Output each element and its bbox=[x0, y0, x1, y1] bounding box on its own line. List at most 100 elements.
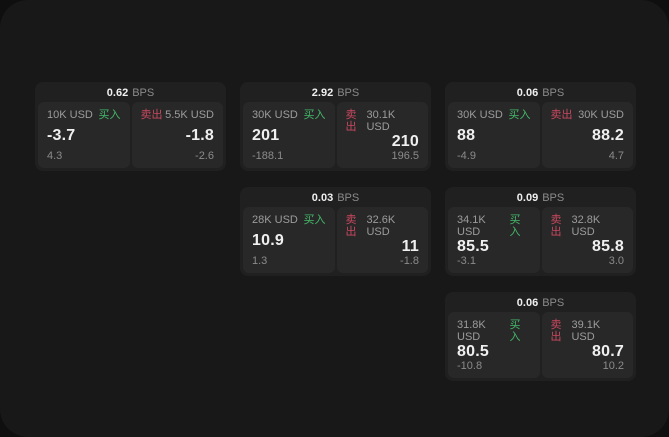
quote-card: 0.09 BPS 34.1K USD 买入 85.5 -3.1 卖出 32.8K… bbox=[445, 187, 636, 276]
quote-card: 0.03 BPS 28K USD 买入 10.9 1.3 卖出 32.6K US… bbox=[240, 187, 431, 276]
buy-label: 买入 bbox=[509, 319, 521, 343]
sell-panel-top: 卖出 5.5K USD bbox=[141, 109, 215, 121]
sell-label: 卖出 bbox=[550, 319, 562, 343]
buy-delta: -188.1 bbox=[252, 150, 284, 162]
quote-card: 2.92 BPS 30K USD 买入 201 -188.1 卖出 30.1K … bbox=[240, 82, 431, 171]
buy-panel[interactable]: 10K USD 买入 -3.7 4.3 bbox=[38, 102, 130, 168]
sell-panel-top: 卖出 32.6K USD bbox=[346, 214, 420, 238]
sell-amount: 32.6K USD bbox=[366, 214, 396, 238]
spread-value: 0.06 bbox=[516, 297, 539, 309]
spread-value: 2.92 bbox=[311, 87, 334, 99]
buy-panel-top: 30K USD 买入 bbox=[457, 109, 531, 121]
buy-delta: -3.1 bbox=[457, 255, 476, 267]
buy-label: 买入 bbox=[303, 214, 326, 226]
spread-unit-label: BPS bbox=[542, 87, 565, 99]
sell-delta: 4.7 bbox=[608, 150, 624, 162]
sell-label: 卖出 bbox=[345, 214, 357, 238]
spread-header: 0.06 BPS bbox=[448, 85, 633, 102]
quote-cards-grid: 0.62 BPS 10K USD 买入 -3.7 4.3 卖出 5.5K USD… bbox=[35, 82, 636, 381]
sell-delta: -1.8 bbox=[400, 255, 419, 267]
buy-label: 买入 bbox=[98, 109, 121, 121]
sell-amount: 39.1K USD bbox=[571, 319, 601, 343]
buy-panel[interactable]: 30K USD 买入 88 -4.9 bbox=[448, 102, 540, 168]
spread-value: 0.09 bbox=[516, 192, 539, 204]
buy-price: 201 bbox=[252, 127, 280, 144]
spread-value: 0.03 bbox=[311, 192, 334, 204]
sell-label: 卖出 bbox=[345, 109, 357, 133]
buy-amount: 10K USD bbox=[47, 109, 93, 121]
spread-unit-label: BPS bbox=[542, 297, 565, 309]
sell-label: 卖出 bbox=[140, 109, 163, 121]
sell-panel[interactable]: 卖出 32.6K USD 11 -1.8 bbox=[336, 207, 428, 273]
buy-amount: 31.8K USD bbox=[457, 319, 486, 343]
sell-price: 85.8 bbox=[592, 238, 624, 255]
buy-panel[interactable]: 34.1K USD 买入 85.5 -3.1 bbox=[448, 207, 540, 273]
buy-amount: 34.1K USD bbox=[457, 214, 486, 238]
buy-price: 85.5 bbox=[457, 238, 489, 255]
sell-panel[interactable]: 卖出 30K USD 88.2 4.7 bbox=[541, 102, 633, 168]
buy-panel[interactable]: 28K USD 买入 10.9 1.3 bbox=[243, 207, 335, 273]
spread-header: 2.92 BPS bbox=[243, 85, 428, 102]
quote-panels: 31.8K USD 买入 80.5 -10.8 卖出 39.1K USD 80.… bbox=[448, 312, 633, 378]
sell-panel-top: 卖出 30K USD bbox=[551, 109, 625, 121]
quote-card: 0.06 BPS 30K USD 买入 88 -4.9 卖出 30K USD 8… bbox=[445, 82, 636, 171]
buy-panel-top: 31.8K USD 买入 bbox=[457, 319, 531, 343]
spread-value: 0.06 bbox=[516, 87, 539, 99]
quote-panels: 10K USD 买入 -3.7 4.3 卖出 5.5K USD -1.8 -2.… bbox=[38, 102, 223, 168]
sell-delta: -2.6 bbox=[195, 150, 214, 162]
buy-amount: 30K USD bbox=[252, 109, 298, 121]
sell-amount: 5.5K USD bbox=[165, 109, 214, 121]
spread-unit-label: BPS bbox=[542, 192, 565, 204]
sell-label: 卖出 bbox=[550, 214, 562, 238]
buy-panel-top: 10K USD 买入 bbox=[47, 109, 121, 121]
quote-card: 0.06 BPS 31.8K USD 买入 80.5 -10.8 卖出 39.1… bbox=[445, 292, 636, 381]
sell-price: 80.7 bbox=[592, 343, 624, 360]
buy-panel[interactable]: 31.8K USD 买入 80.5 -10.8 bbox=[448, 312, 540, 378]
buy-label: 买入 bbox=[509, 214, 521, 238]
sell-price: 88.2 bbox=[592, 127, 624, 144]
buy-label: 买入 bbox=[508, 109, 531, 121]
quote-panels: 28K USD 买入 10.9 1.3 卖出 32.6K USD 11 -1.8 bbox=[243, 207, 428, 273]
buy-delta: -4.9 bbox=[457, 150, 476, 162]
buy-price: 10.9 bbox=[252, 232, 284, 249]
sell-price: 11 bbox=[401, 238, 419, 255]
sell-label: 卖出 bbox=[550, 109, 573, 121]
buy-panel[interactable]: 30K USD 买入 201 -188.1 bbox=[243, 102, 335, 168]
sell-panel[interactable]: 卖出 5.5K USD -1.8 -2.6 bbox=[131, 102, 223, 168]
sell-price: -1.8 bbox=[185, 127, 214, 144]
spread-header: 0.03 BPS bbox=[243, 190, 428, 207]
buy-delta: -10.8 bbox=[457, 360, 483, 372]
sell-amount: 30K USD bbox=[578, 109, 624, 121]
quote-panels: 34.1K USD 买入 85.5 -3.1 卖出 32.8K USD 85.8… bbox=[448, 207, 633, 273]
buy-panel-top: 30K USD 买入 bbox=[252, 109, 326, 121]
sell-amount: 30.1K USD bbox=[366, 109, 396, 133]
spread-unit-label: BPS bbox=[132, 87, 155, 99]
buy-panel-top: 34.1K USD 买入 bbox=[457, 214, 531, 238]
sell-price: 210 bbox=[391, 133, 419, 150]
buy-delta: 1.3 bbox=[252, 255, 268, 267]
sell-panel-top: 卖出 30.1K USD bbox=[346, 109, 420, 133]
sell-panel-top: 卖出 32.8K USD bbox=[551, 214, 625, 238]
sell-delta: 3.0 bbox=[608, 255, 624, 267]
spread-value: 0.62 bbox=[106, 87, 129, 99]
buy-price: 88 bbox=[457, 127, 476, 144]
sell-panel[interactable]: 卖出 32.8K USD 85.8 3.0 bbox=[541, 207, 633, 273]
spread-unit-label: BPS bbox=[337, 192, 360, 204]
buy-panel-top: 28K USD 买入 bbox=[252, 214, 326, 226]
sell-panel[interactable]: 卖出 30.1K USD 210 196.5 bbox=[336, 102, 428, 168]
spread-header: 0.62 BPS bbox=[38, 85, 223, 102]
sell-delta: 196.5 bbox=[391, 150, 419, 162]
spread-header: 0.09 BPS bbox=[448, 190, 633, 207]
quote-panels: 30K USD 买入 88 -4.9 卖出 30K USD 88.2 4.7 bbox=[448, 102, 633, 168]
buy-amount: 30K USD bbox=[457, 109, 503, 121]
buy-price: -3.7 bbox=[47, 127, 76, 144]
buy-amount: 28K USD bbox=[252, 214, 298, 226]
sell-amount: 32.8K USD bbox=[571, 214, 601, 238]
quote-panels: 30K USD 买入 201 -188.1 卖出 30.1K USD 210 1… bbox=[243, 102, 428, 168]
sell-panel[interactable]: 卖出 39.1K USD 80.7 10.2 bbox=[541, 312, 633, 378]
spread-header: 0.06 BPS bbox=[448, 295, 633, 312]
buy-delta: 4.3 bbox=[47, 150, 63, 162]
sell-panel-top: 卖出 39.1K USD bbox=[551, 319, 625, 343]
buy-price: 80.5 bbox=[457, 343, 489, 360]
